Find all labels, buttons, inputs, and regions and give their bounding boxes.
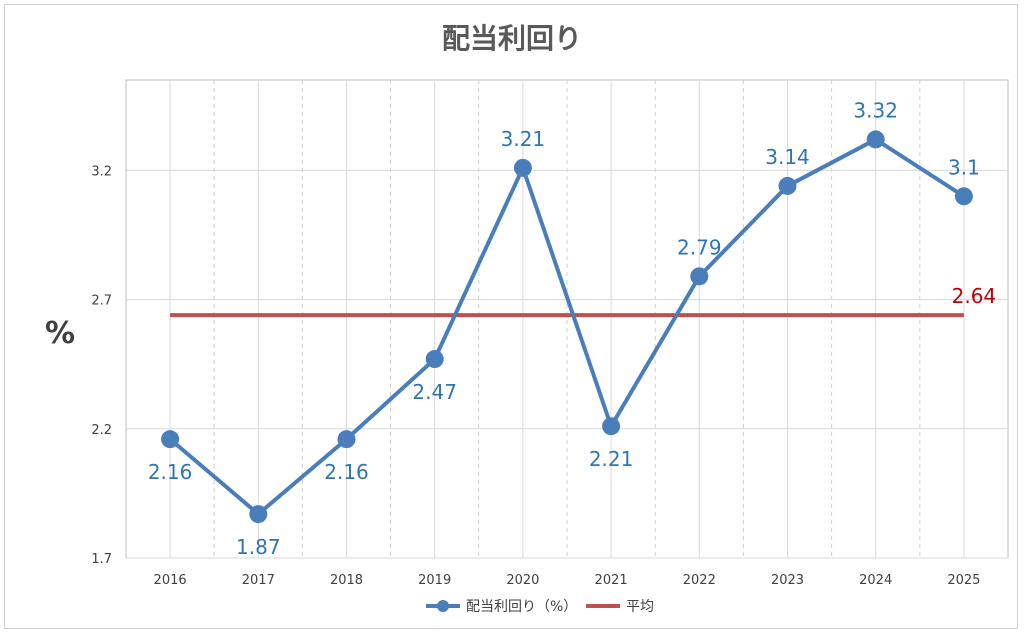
yield-point: [513, 158, 532, 177]
x-tick-label: 2020: [506, 573, 539, 588]
data-label: 3.21: [501, 127, 546, 151]
yield-point: [602, 417, 621, 436]
data-labels: 2.64 2.16 1.87 2.16 2.47 3.21 2.21 2.79 3.14 3.32…: [148, 98, 996, 559]
axis-ticks: 1.7 2.2 2.7 3.2 2016 2017 2018 2019 2020 2021 2022…: [91, 164, 980, 588]
yield-point: [249, 505, 268, 524]
yield-point: [337, 430, 356, 449]
x-tick-label: 2017: [242, 573, 275, 588]
legend-marker-yield: [437, 600, 449, 612]
yield-point: [161, 430, 180, 449]
data-label: 2.16: [148, 460, 193, 484]
x-tick-label: 2024: [859, 573, 892, 588]
x-tick-label: 2025: [947, 573, 980, 588]
data-label: 3.1: [948, 155, 980, 179]
chart-title: 配当利回り: [442, 22, 582, 55]
yield-line: [168, 137, 965, 517]
yield-point: [690, 267, 709, 286]
data-label: 2.79: [677, 235, 722, 259]
data-label: 2.21: [589, 447, 634, 471]
x-tick-label: 2023: [771, 573, 804, 588]
x-tick-label: 2019: [418, 573, 451, 588]
x-tick-label: 2016: [154, 573, 187, 588]
data-label: 2.16: [324, 460, 369, 484]
data-label: 2.47: [412, 380, 457, 404]
legend-label-yield: 配当利回り（%）: [466, 599, 577, 615]
data-label: 3.32: [853, 98, 898, 122]
y-axis-label: %: [45, 316, 75, 351]
data-label: 3.14: [765, 145, 810, 169]
series-layer: [161, 130, 973, 524]
y-tick-label: 2.7: [91, 294, 112, 309]
y-tick-label: 2.2: [91, 423, 112, 438]
legend: 配当利回り（%） 平均: [426, 599, 654, 615]
yield-point: [425, 350, 444, 369]
average-data-label: 2.64: [952, 284, 997, 308]
y-tick-label: 1.7: [91, 552, 112, 567]
x-tick-label: 2021: [595, 573, 628, 588]
yield-point: [954, 187, 973, 206]
yield-point: [866, 130, 885, 149]
grid: [125, 79, 1009, 559]
legend-label-average: 平均: [626, 599, 654, 615]
x-tick-label: 2022: [683, 573, 716, 588]
x-tick-label: 2018: [330, 573, 363, 588]
data-label: 1.87: [236, 535, 281, 559]
y-tick-label: 3.2: [91, 164, 112, 179]
yield-point: [778, 176, 797, 195]
